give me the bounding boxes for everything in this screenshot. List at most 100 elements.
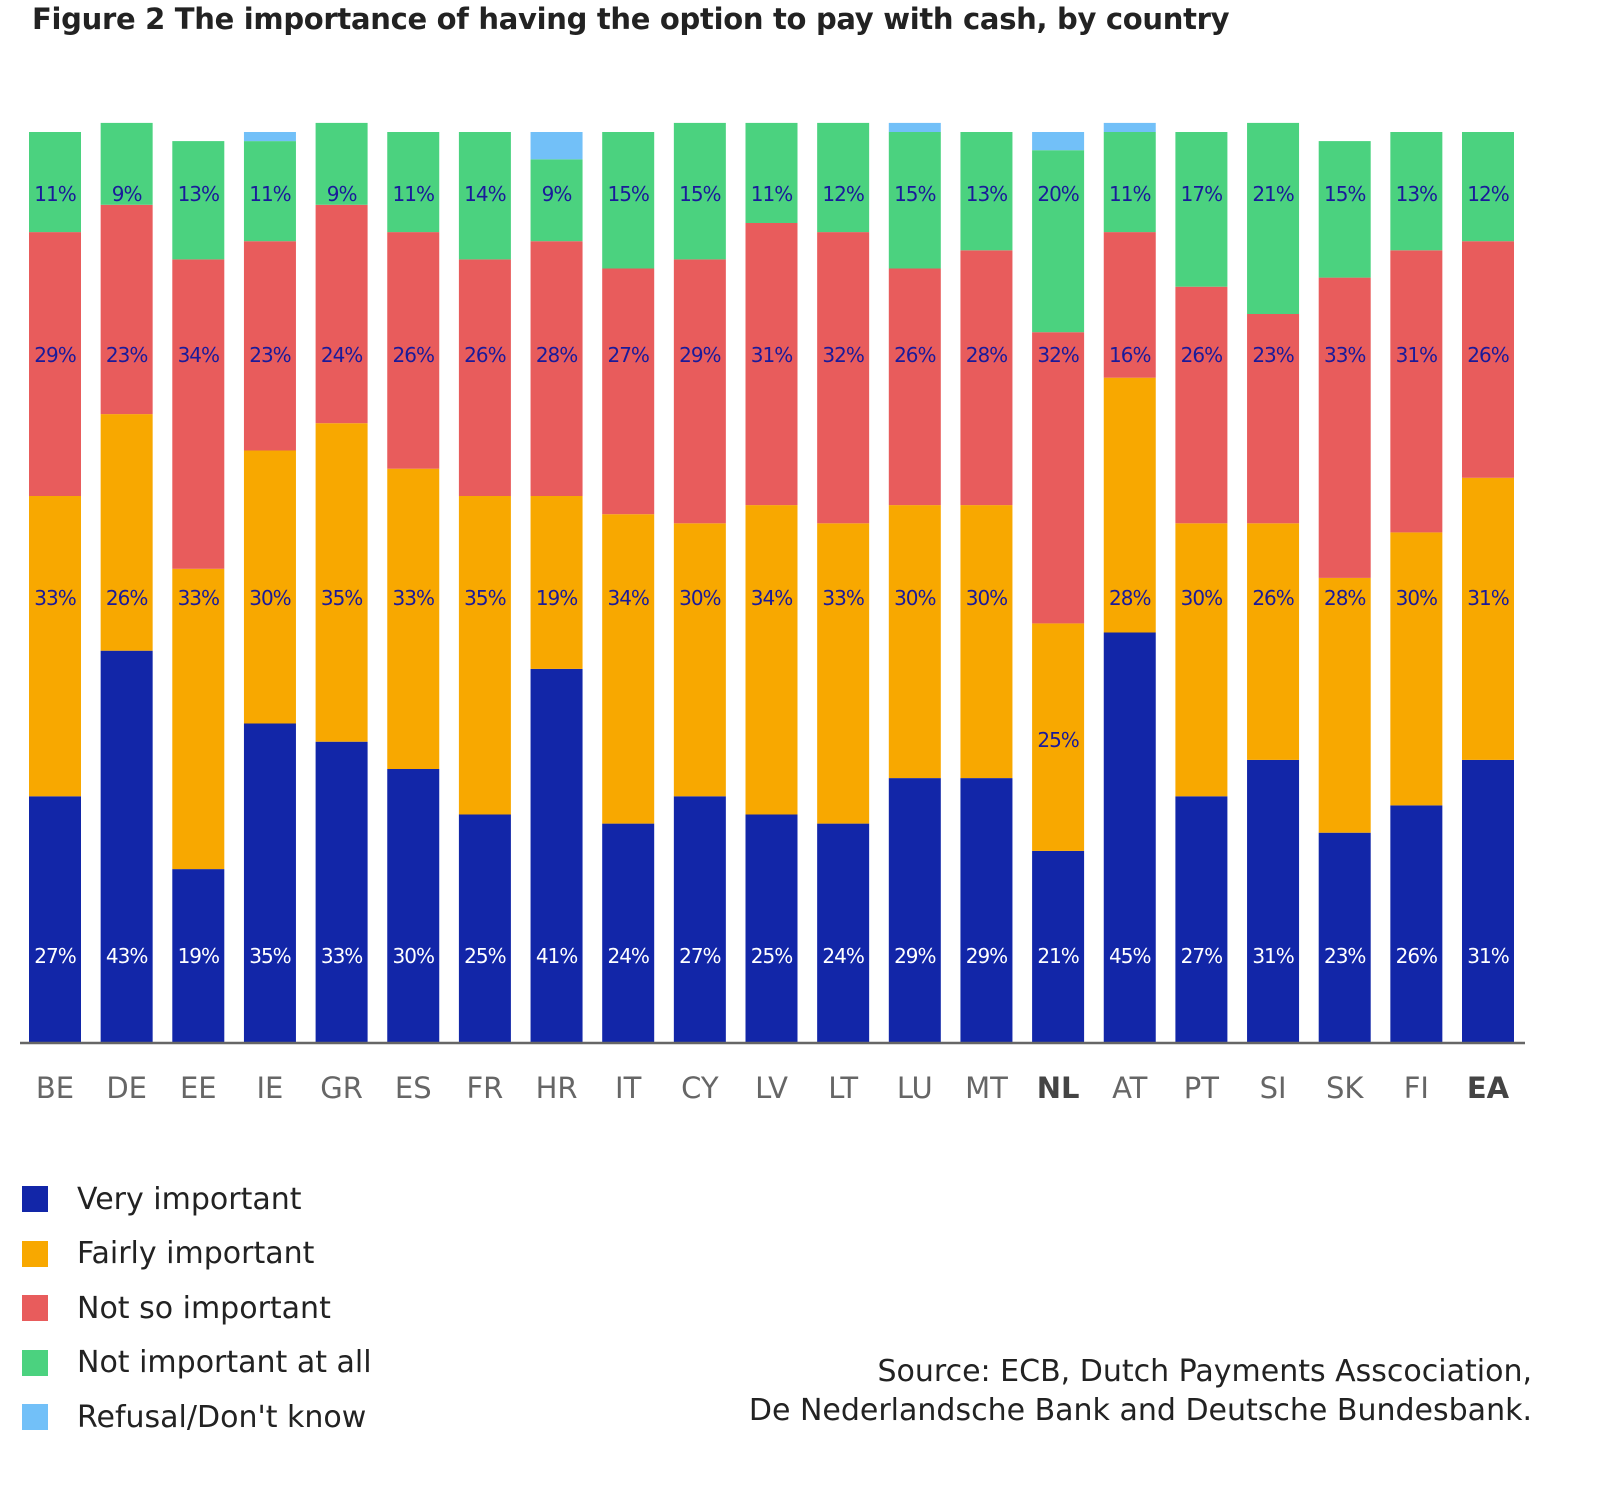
- bar-segment-IT-0: [602, 823, 655, 1042]
- data-label: 15%: [679, 182, 720, 206]
- bar-segment-LT-0: [817, 823, 870, 1042]
- data-label: 27%: [679, 944, 720, 968]
- bar-segment-FR-1: [458, 496, 511, 815]
- x-tick-label: EA: [1467, 1071, 1510, 1105]
- bar-segment-SI-2: [1247, 314, 1300, 524]
- bar-segment-AT-1: [1103, 377, 1156, 633]
- bar-segment-NL-4: [1032, 132, 1085, 151]
- bar-segment-LU-2: [888, 268, 941, 506]
- x-tick-label: SI: [1260, 1071, 1287, 1105]
- bar-segment-FI-3: [1390, 132, 1443, 251]
- x-tick-label: CY: [681, 1071, 719, 1105]
- bar-segment-PT-2: [1175, 286, 1228, 524]
- data-label: 28%: [536, 343, 577, 367]
- data-label: 31%: [1396, 343, 1437, 367]
- x-tick-label: FI: [1404, 1071, 1429, 1105]
- legend-swatch: [22, 1240, 48, 1267]
- data-label: 15%: [894, 182, 935, 206]
- x-tick-label: MT: [965, 1071, 1008, 1105]
- bar-segment-SI-3: [1247, 122, 1300, 315]
- data-label: 30%: [966, 586, 1007, 610]
- bar-segment-PT-0: [1175, 796, 1228, 1042]
- data-label: 23%: [106, 343, 147, 367]
- bar-segment-FR-0: [458, 814, 511, 1042]
- bar-segment-LV-2: [745, 223, 798, 506]
- bar-segment-FI-1: [1390, 532, 1443, 806]
- data-label: 15%: [1324, 182, 1365, 206]
- data-label: 33%: [1324, 343, 1365, 367]
- legend-swatch: [22, 1349, 48, 1376]
- data-label: 26%: [1181, 343, 1222, 367]
- bar-segment-SI-0: [1247, 759, 1300, 1042]
- legend-item-not-so-important: Not so important: [22, 1281, 372, 1336]
- data-label: 33%: [321, 944, 362, 968]
- data-label: 25%: [1037, 728, 1078, 752]
- bar-segment-LU-0: [888, 778, 941, 1042]
- bar-segment-GR-1: [315, 423, 368, 742]
- x-tick-label: FR: [466, 1071, 503, 1105]
- bar-segment-DE-2: [100, 204, 153, 415]
- bar-segment-NL-2: [1032, 332, 1085, 624]
- data-label: 9%: [542, 182, 572, 206]
- data-label: 28%: [966, 343, 1007, 367]
- bar-segment-ES-2: [387, 232, 440, 469]
- data-label: 33%: [178, 586, 219, 610]
- x-tick-label: IT: [615, 1071, 642, 1105]
- x-tick-label: LV: [755, 1071, 788, 1105]
- bar-segment-LV-3: [745, 122, 798, 223]
- x-tick-label: LU: [897, 1071, 933, 1105]
- data-label: 11%: [1109, 182, 1150, 206]
- legend-label: Very important: [77, 1181, 302, 1217]
- bar-segment-FI-0: [1390, 805, 1443, 1042]
- bar-segment-HR-2: [530, 241, 583, 496]
- bar-segment-HR-1: [530, 496, 583, 669]
- bar-segment-SI-1: [1247, 523, 1300, 760]
- data-label: 26%: [1467, 343, 1508, 367]
- data-label: 30%: [1181, 586, 1222, 610]
- bar-segment-IE-0: [243, 723, 296, 1042]
- data-label: 30%: [679, 586, 720, 610]
- data-label: 28%: [1109, 586, 1150, 610]
- bar-segment-BE-1: [29, 496, 81, 797]
- bar-segment-GR-2: [315, 204, 368, 424]
- x-tick-label: ES: [395, 1071, 432, 1105]
- bar-segment-CY-1: [673, 523, 726, 797]
- data-label: 30%: [393, 944, 434, 968]
- bar-segment-DE-1: [100, 414, 153, 651]
- data-label: 12%: [1467, 182, 1508, 206]
- data-label: 26%: [393, 343, 434, 367]
- bar-segment-LT-2: [817, 232, 870, 524]
- legend-item-fairly-important: Fairly important: [22, 1227, 372, 1282]
- data-label: 26%: [1252, 586, 1293, 610]
- bar-segment-AT-4: [1103, 122, 1156, 132]
- bar-segment-EA-3: [1462, 132, 1514, 242]
- bar-segment-AT-0: [1103, 632, 1156, 1042]
- data-label: 30%: [1396, 586, 1437, 610]
- bar-segment-AT-3: [1103, 132, 1156, 233]
- data-label: 29%: [894, 944, 935, 968]
- bar-segment-LT-1: [817, 523, 870, 824]
- bar-segment-GR-3: [315, 122, 368, 205]
- data-label: 24%: [822, 944, 863, 968]
- bar-segment-BE-3: [29, 132, 81, 233]
- data-label: 24%: [321, 343, 362, 367]
- data-label: 29%: [34, 343, 75, 367]
- bar-segment-BE-0: [29, 796, 81, 1042]
- bar-segment-IT-1: [602, 514, 655, 824]
- bar-segment-LV-1: [745, 505, 798, 815]
- legend-label: Fairly important: [77, 1236, 315, 1272]
- data-label: 26%: [464, 343, 505, 367]
- bar-segment-EA-1: [1462, 477, 1514, 760]
- bar-segment-EA-2: [1462, 241, 1514, 478]
- data-label: 26%: [106, 586, 147, 610]
- data-label: 26%: [1396, 944, 1437, 968]
- data-label: 20%: [1037, 182, 1078, 206]
- data-label: 41%: [536, 944, 577, 968]
- bar-segment-FI-2: [1390, 250, 1443, 533]
- bar-segment-AT-2: [1103, 232, 1156, 378]
- bar-segment-LU-3: [888, 132, 941, 269]
- bar-segment-HR-3: [530, 159, 583, 242]
- x-tick-label: IE: [257, 1071, 284, 1105]
- data-label: 23%: [1324, 944, 1365, 968]
- data-label: 21%: [1037, 944, 1078, 968]
